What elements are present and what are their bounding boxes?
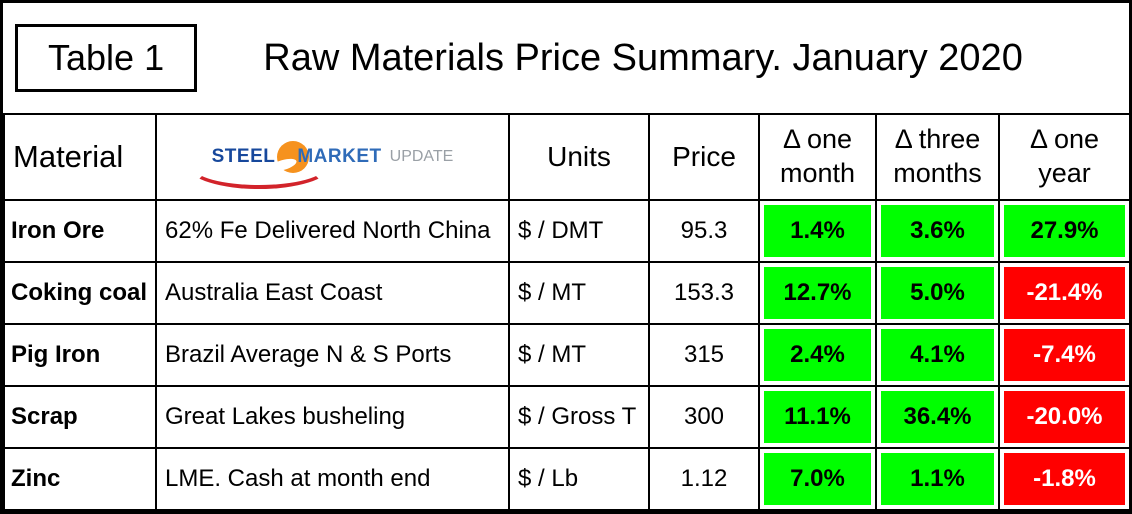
units-cell: $ / DMT bbox=[508, 199, 650, 263]
column-header-price: Price bbox=[648, 113, 760, 201]
delta-value-badge: -7.4% bbox=[1004, 329, 1125, 381]
smu-logo: STEEL MARKET UPDATE bbox=[158, 141, 507, 189]
delta-one-month-cell: 2.4% bbox=[758, 323, 877, 387]
units-cell: $ / Lb bbox=[508, 447, 650, 511]
price-summary-table: Material STEEL MARKET UPDATE Units Price… bbox=[3, 113, 1129, 511]
column-header-delta-three-months: Δ three months bbox=[875, 113, 1000, 201]
description-cell: 62% Fe Delivered North China bbox=[155, 199, 510, 263]
table-label-box: Table 1 bbox=[15, 24, 198, 92]
delta-value-badge: 1.4% bbox=[764, 205, 871, 257]
delta-one-month-cell: 11.1% bbox=[758, 385, 877, 449]
table-row-zinc: Zinc LME. Cash at month end $ / Lb 1.12 … bbox=[3, 447, 1129, 511]
delta-one-year-cell: -20.0% bbox=[998, 385, 1129, 449]
delta-value-badge: 2.4% bbox=[764, 329, 871, 381]
price-cell: 315 bbox=[648, 323, 760, 387]
units-cell: $ / MT bbox=[508, 323, 650, 387]
delta-one-month-cell: 7.0% bbox=[758, 447, 877, 511]
delta-one-year-cell: -7.4% bbox=[998, 323, 1129, 387]
smu-swoosh-icon bbox=[189, 141, 330, 189]
description-cell: LME. Cash at month end bbox=[155, 447, 510, 511]
column-header-material: Material bbox=[3, 113, 157, 201]
column-header-units: Units bbox=[508, 113, 650, 201]
delta-three-months-cell: 3.6% bbox=[875, 199, 1000, 263]
table-row-iron-ore: Iron Ore 62% Fe Delivered North China $ … bbox=[3, 199, 1129, 263]
delta-one-month-cell: 12.7% bbox=[758, 261, 877, 325]
description-cell: Australia East Coast bbox=[155, 261, 510, 325]
delta-three-months-cell: 4.1% bbox=[875, 323, 1000, 387]
material-cell: Pig Iron bbox=[3, 323, 157, 387]
delta-one-month-cell: 1.4% bbox=[758, 199, 877, 263]
material-cell: Iron Ore bbox=[3, 199, 157, 263]
delta-value-badge: 4.1% bbox=[881, 329, 994, 381]
material-cell: Coking coal bbox=[3, 261, 157, 325]
column-header-delta-one-month: Δ one month bbox=[758, 113, 877, 201]
material-cell: Zinc bbox=[3, 447, 157, 511]
units-cell: $ / Gross T bbox=[508, 385, 650, 449]
table-label: Table 1 bbox=[48, 37, 165, 78]
column-header-delta-one-year: Δ one year bbox=[998, 113, 1129, 201]
column-header-logo: STEEL MARKET UPDATE bbox=[155, 113, 510, 201]
delta-value-badge: 11.1% bbox=[764, 391, 871, 443]
price-cell: 300 bbox=[648, 385, 760, 449]
table-row-scrap: Scrap Great Lakes busheling $ / Gross T … bbox=[3, 385, 1129, 449]
delta-value-badge: 36.4% bbox=[881, 391, 994, 443]
delta-one-year-cell: -1.8% bbox=[998, 447, 1129, 511]
delta-value-badge: 1.1% bbox=[881, 453, 994, 505]
table-row-coking-coal: Coking coal Australia East Coast $ / MT … bbox=[3, 261, 1129, 325]
delta-value-badge: 5.0% bbox=[881, 267, 994, 319]
units-cell: $ / MT bbox=[508, 261, 650, 325]
price-cell: 1.12 bbox=[648, 447, 760, 511]
table-row-pig-iron: Pig Iron Brazil Average N & S Ports $ / … bbox=[3, 323, 1129, 387]
price-cell: 95.3 bbox=[648, 199, 760, 263]
delta-three-months-cell: 5.0% bbox=[875, 261, 1000, 325]
delta-value-badge: 3.6% bbox=[881, 205, 994, 257]
price-cell: 153.3 bbox=[648, 261, 760, 325]
material-cell: Scrap bbox=[3, 385, 157, 449]
delta-one-year-cell: 27.9% bbox=[998, 199, 1129, 263]
figure-title: Raw Materials Price Summary. January 202… bbox=[263, 36, 1023, 79]
delta-value-badge: -20.0% bbox=[1004, 391, 1125, 443]
delta-value-badge: 27.9% bbox=[1004, 205, 1125, 257]
description-cell: Brazil Average N & S Ports bbox=[155, 323, 510, 387]
delta-value-badge: -21.4% bbox=[1004, 267, 1125, 319]
logo-text-steel: STEEL bbox=[211, 146, 276, 167]
header-row: Material STEEL MARKET UPDATE Units Price… bbox=[3, 113, 1129, 201]
logo-text-update: UPDATE bbox=[389, 148, 454, 165]
delta-one-year-cell: -21.4% bbox=[998, 261, 1129, 325]
logo-text-market: MARKET bbox=[297, 146, 382, 167]
delta-value-badge: 7.0% bbox=[764, 453, 871, 505]
delta-three-months-cell: 36.4% bbox=[875, 385, 1000, 449]
description-cell: Great Lakes busheling bbox=[155, 385, 510, 449]
delta-value-badge: -1.8% bbox=[1004, 453, 1125, 505]
delta-three-months-cell: 1.1% bbox=[875, 447, 1000, 511]
figure-header: Table 1 Raw Materials Price Summary. Jan… bbox=[3, 3, 1129, 113]
delta-value-badge: 12.7% bbox=[764, 267, 871, 319]
